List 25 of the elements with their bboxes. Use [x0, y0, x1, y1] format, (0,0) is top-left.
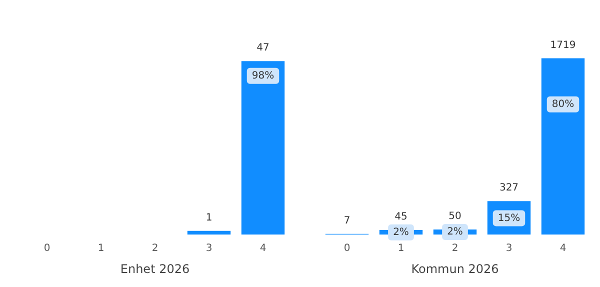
data-label: 327	[499, 182, 519, 194]
x-tick-label: 0	[44, 243, 50, 254]
data-label: 50	[448, 211, 462, 222]
x-tick-label: 1	[98, 243, 104, 254]
x-tick-label: 0	[344, 243, 350, 254]
data-label: 7	[344, 215, 350, 226]
annotation: 80%	[552, 98, 574, 110]
x-tick-label: 3	[206, 243, 212, 254]
x-tick-label: 1	[398, 243, 404, 254]
data-label: 1719	[550, 40, 576, 51]
annotation: 2%	[447, 226, 463, 238]
annotation: 15%	[498, 212, 520, 224]
data-label: 47	[256, 42, 270, 54]
x-tick-label: 2	[152, 243, 158, 254]
x-tick-label: 4	[560, 243, 566, 254]
x-axis-title: Kommun 2026	[411, 262, 499, 276]
x-axis-title: Enhet 2026	[120, 262, 190, 276]
x-tick-label: 4	[260, 243, 266, 254]
x-tick-label: 3	[506, 243, 512, 254]
x-tick-label: 2	[452, 243, 458, 254]
data-label: 1	[206, 212, 212, 224]
data-label: 45	[394, 212, 408, 223]
bar	[541, 58, 585, 235]
annotation: 2%	[393, 226, 409, 238]
annotation: 98%	[252, 70, 274, 82]
